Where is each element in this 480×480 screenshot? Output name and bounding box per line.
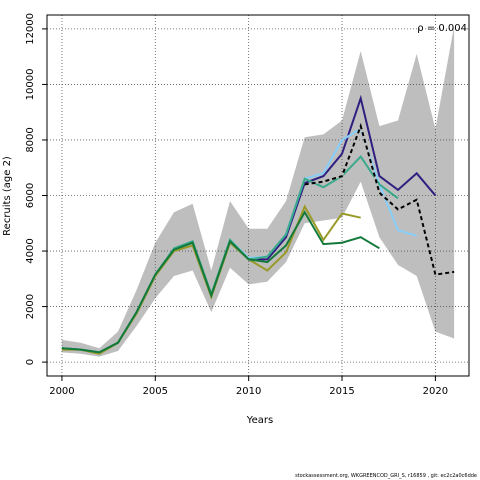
y-axis-title: Recruits (age 2): [2, 156, 13, 236]
series-line-4: [61, 210, 380, 354]
rho-annotation: ρ = 0.004: [417, 23, 467, 34]
y-tick-label: 0: [25, 359, 36, 365]
y-tick-label: 2000: [25, 294, 36, 319]
x-tick-label: 2000: [49, 386, 74, 397]
series-line-underlay: [304, 122, 455, 276]
y-tick-label: 12000: [25, 13, 36, 45]
footer-credit: stockassessment.org, WKGREENCOD_GRI_S, r…: [295, 473, 477, 479]
confidence-band: [61, 26, 455, 357]
x-tick-label: 2010: [236, 386, 261, 397]
x-tick-label: 2015: [329, 386, 354, 397]
y-tick-label: 8000: [25, 127, 36, 152]
x-tick-label: 2020: [423, 386, 448, 397]
y-tick-label: 4000: [25, 238, 36, 263]
y-tick-label: 6000: [25, 183, 36, 208]
x-tick-label: 2005: [143, 386, 168, 397]
x-axis-title: Years: [246, 415, 273, 426]
y-tick-label: 10000: [25, 69, 36, 101]
